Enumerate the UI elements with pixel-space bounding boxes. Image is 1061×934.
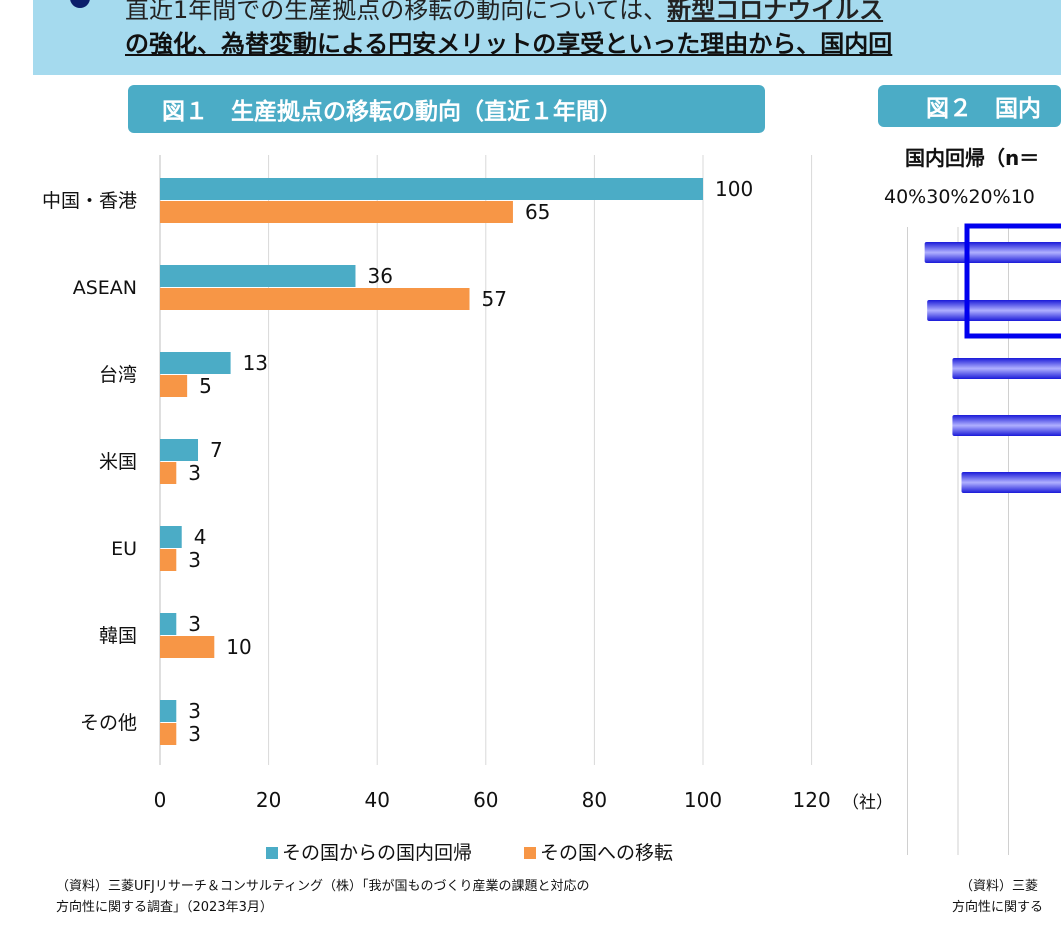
fig1-chart: 0 20 40 60 80 100 120 中国・香港 100 65 ASEAN 36 57 台湾 13 5 米…: [42, 155, 831, 812]
bar-domestic-return: [927, 300, 1061, 321]
data-label: 13: [243, 351, 268, 375]
bar-return: [160, 265, 356, 287]
bar-return: [160, 439, 199, 461]
bar-return: [160, 178, 703, 200]
legend-swatch-return: [266, 847, 278, 859]
bar-domestic-return: [961, 472, 1061, 493]
bar-return: [160, 700, 177, 722]
data-label: 4: [194, 525, 207, 549]
data-label: 5: [199, 374, 212, 398]
x-tick-labels: 40%30%20%10: [884, 186, 1035, 208]
data-label: 3: [188, 548, 201, 572]
bar-transfer: [160, 636, 215, 658]
bar-return: [160, 613, 177, 635]
fig2-chart: 40%30%20%10: [884, 186, 1061, 855]
summary-banner: 直近1年間での生産拠点の移転の動向については、新型コロナウイルス の強化、為替変…: [33, 0, 1061, 75]
x-tick-label: 60: [473, 788, 498, 812]
bar-return: [160, 352, 231, 374]
source-note: （資料）三菱UFJリサーチ＆コンサルティング（株）「我が国ものづくり産業の課題と…: [56, 876, 590, 918]
legend-label: その国からの国内回帰: [282, 842, 473, 864]
fig2-title: 図２ 国内: [878, 85, 1061, 127]
summary-text: 直近1年間での生産拠点の移転の動向については、: [125, 0, 668, 24]
source-line: 方向性に関する調査」（2023年3月）: [56, 900, 273, 915]
fig2-source-note: （資料）三菱 方向性に関する: [952, 876, 1043, 918]
x-unit-label: （社）: [842, 793, 893, 813]
data-label: 100: [715, 177, 753, 201]
data-label: 3: [188, 699, 201, 723]
x-tick-label: 80: [582, 788, 607, 812]
bar-transfer: [160, 549, 177, 571]
data-label: 3: [188, 722, 201, 746]
data-label: 3: [188, 461, 201, 485]
bar-transfer: [160, 723, 177, 745]
legend-label: その国への移転: [540, 842, 674, 864]
legend-item-return: その国からの国内回帰: [266, 838, 472, 865]
highlight-box: [964, 223, 1061, 339]
category-label: EU: [111, 538, 137, 560]
data-label: 57: [482, 287, 507, 311]
source-line: （資料）三菱UFJリサーチ＆コンサルティング（株）「我が国ものづくり産業の課題と…: [56, 879, 590, 894]
bar-return: [160, 526, 182, 548]
bar-transfer: [160, 201, 513, 223]
data-label: 3: [188, 612, 201, 636]
bar-domestic-return: [952, 415, 1061, 436]
source-line: （資料）三菱: [960, 879, 1039, 894]
fig1-title: 図１ 生産拠点の移転の動向（直近１年間）: [128, 85, 765, 133]
bar-domestic-return: [952, 358, 1061, 379]
category-label: 米国: [99, 451, 137, 473]
x-tick-label: 0: [154, 788, 167, 812]
bar-transfer: [160, 288, 470, 310]
source-line: 方向性に関する: [952, 900, 1044, 915]
bullet-icon: [70, 0, 90, 8]
bar-transfer: [160, 375, 188, 397]
x-tick-label: 120: [793, 788, 831, 812]
category-label: 韓国: [99, 625, 137, 647]
summary-emphasis: 新型コロナウイルス: [667, 0, 884, 24]
legend-item-transfer: その国への移転: [524, 838, 673, 865]
category-label: 中国・香港: [42, 190, 137, 212]
data-label: 10: [226, 635, 251, 659]
category-label: ASEAN: [73, 277, 137, 299]
summary-line-2: の強化、為替変動による円安メリットの享受といった理由から、国内回: [125, 30, 893, 58]
x-tick-label: 20: [256, 788, 281, 812]
data-label: 65: [525, 200, 550, 224]
x-tick-label: 100: [684, 788, 722, 812]
summary-line-1: 直近1年間での生産拠点の移転の動向については、新型コロナウイルス: [125, 0, 883, 25]
bar-domestic-return: [924, 242, 1061, 263]
category-label: 台湾: [99, 364, 137, 386]
data-label: 7: [210, 438, 223, 462]
bar-transfer: [160, 462, 177, 484]
data-label: 36: [367, 264, 392, 288]
fig2-subtitle: 国内回帰（n＝: [905, 146, 1040, 170]
legend-swatch-transfer: [524, 847, 536, 859]
category-label: その他: [80, 712, 137, 734]
x-tick-label: 40: [364, 788, 389, 812]
